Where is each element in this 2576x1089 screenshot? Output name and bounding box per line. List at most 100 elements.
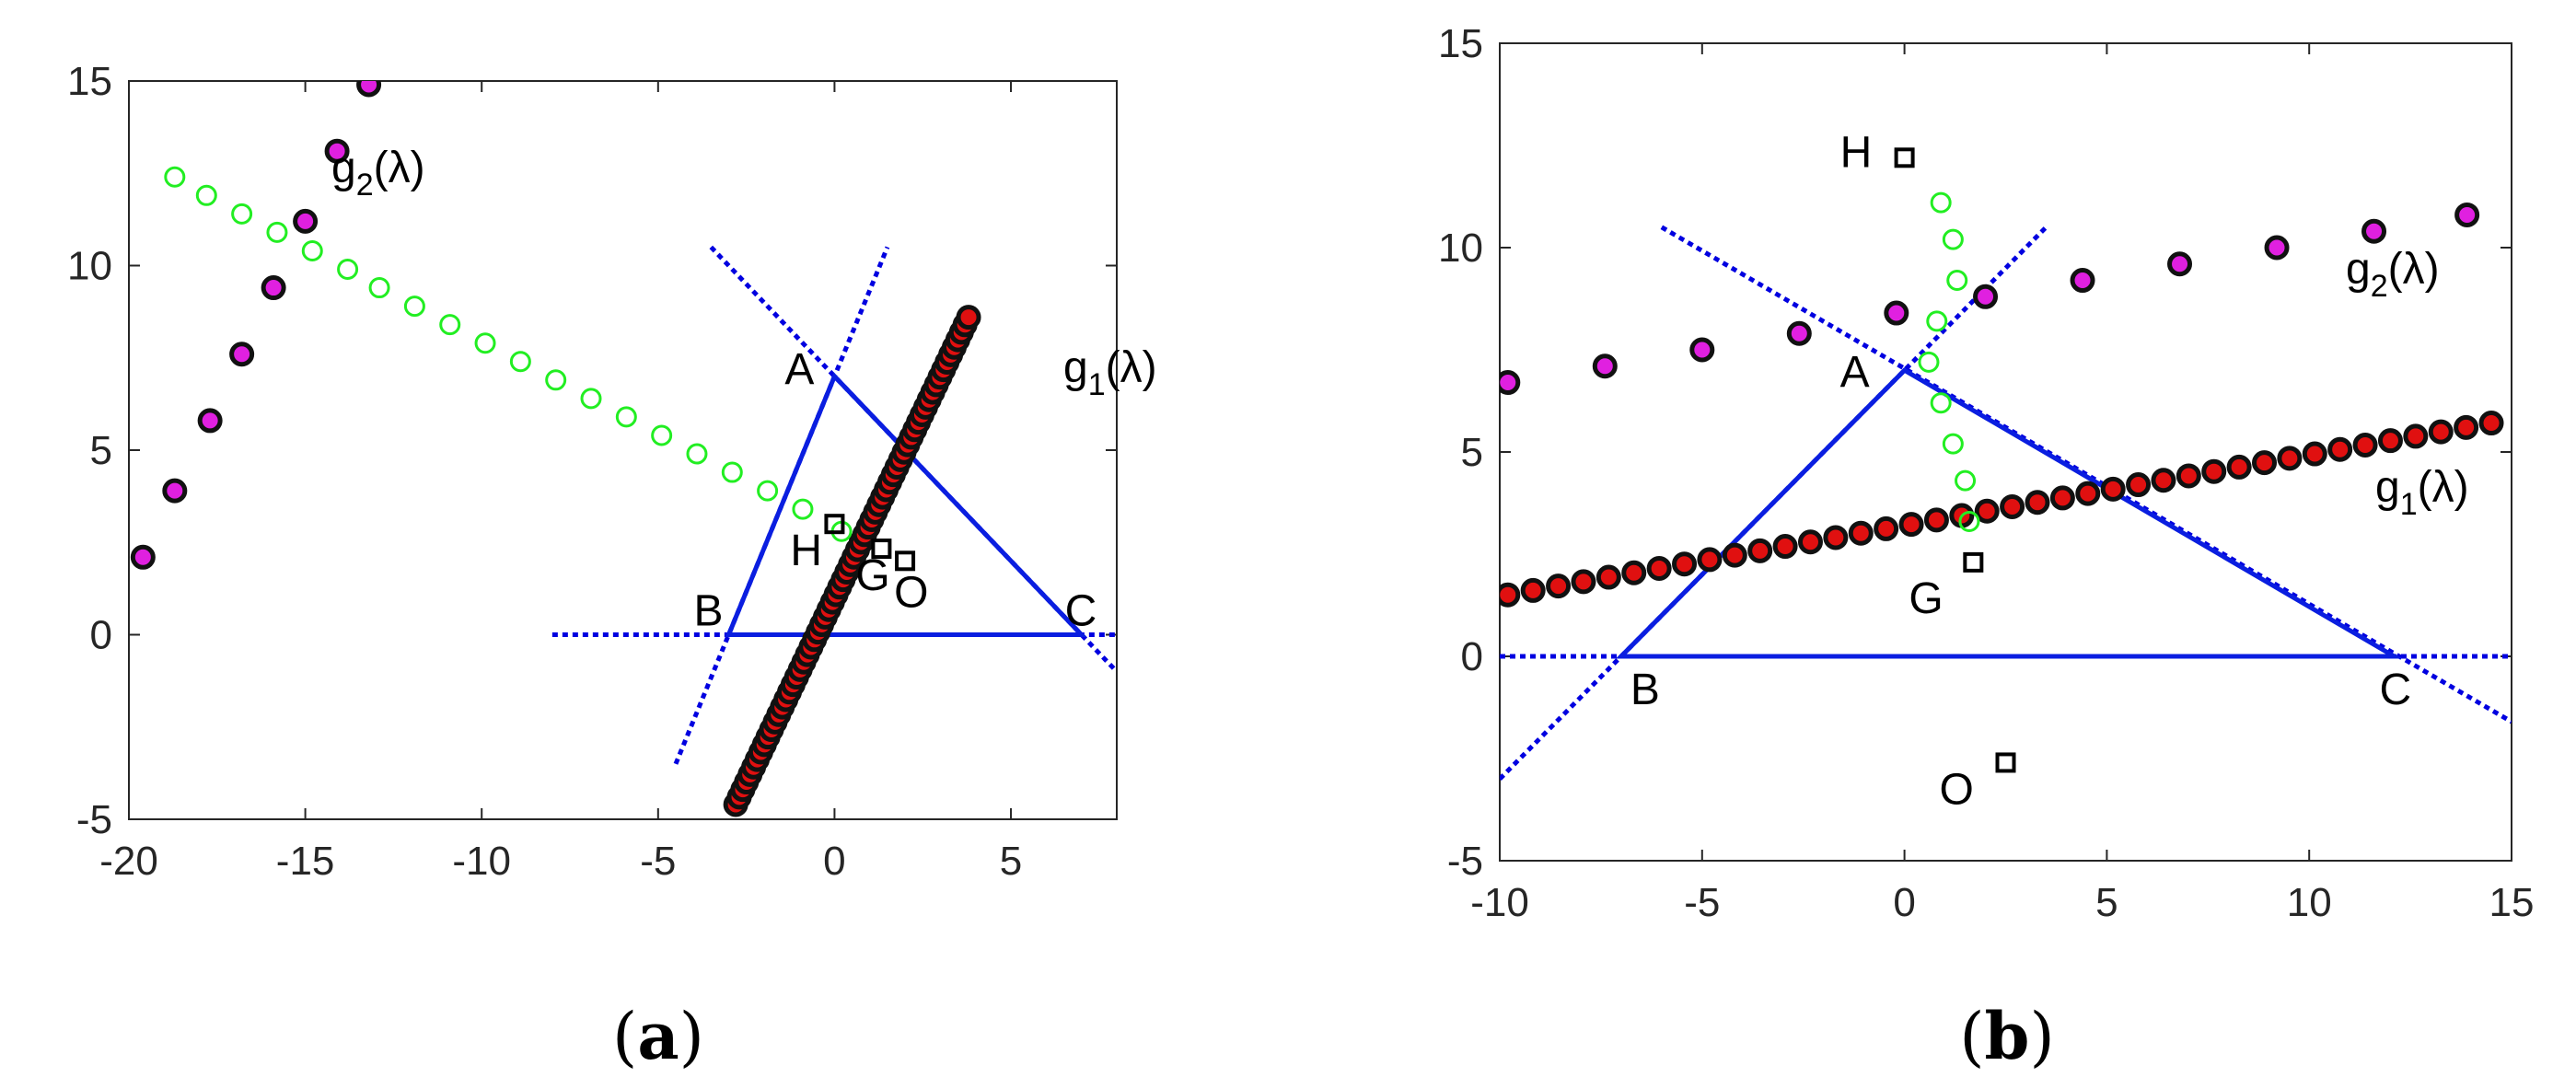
- g2-point: [1592, 353, 1618, 379]
- point-o-label: O: [894, 568, 928, 617]
- series-label-g2: g2(λ): [2346, 245, 2440, 304]
- g1-point: [2126, 472, 2152, 498]
- x-tick-label: 5: [1000, 839, 1022, 884]
- g2-point: [229, 342, 255, 367]
- point-h-marker: [824, 514, 845, 535]
- g1-point: [2252, 450, 2278, 476]
- g1-point: [1874, 516, 1899, 541]
- point-h-label: H: [790, 527, 822, 575]
- g1-point: [1672, 551, 1698, 577]
- g1-point: [1697, 547, 1723, 573]
- x-tick-label: -15: [276, 839, 335, 884]
- y-tick-label: -5: [1447, 839, 1483, 884]
- x-tick-label: -10: [1470, 880, 1529, 925]
- g1-point: [2201, 458, 2227, 484]
- g1-point: [1646, 555, 1672, 581]
- series-label-sub: 2: [2371, 269, 2388, 304]
- x-tick-label: 5: [2095, 880, 2118, 925]
- locus-point: [439, 314, 461, 336]
- g1-point: [1923, 507, 1949, 533]
- g1-point: [1797, 529, 1823, 555]
- g2-point: [130, 544, 156, 570]
- g1-point: [1747, 538, 1773, 563]
- triangle-abc: [1615, 367, 2403, 659]
- vertex-a-label: A: [1840, 348, 1870, 397]
- y-tick-label: 0: [1461, 634, 1483, 679]
- series-label-base: g: [1063, 343, 1088, 392]
- locus-point: [545, 369, 567, 391]
- locus-point: [403, 295, 425, 318]
- x-tick-label: 15: [2489, 880, 2535, 925]
- g2-point: [1500, 370, 1521, 396]
- locus-point: [1930, 392, 1952, 414]
- g1-point: [2277, 446, 2303, 471]
- y-tick-label: -5: [76, 797, 112, 842]
- g1-point: [2176, 463, 2201, 489]
- series-label-base: g: [2375, 463, 2400, 512]
- g2-point: [2264, 235, 2290, 261]
- caption-close: ): [2029, 999, 2054, 1074]
- x-tick-label: 10: [2287, 880, 2332, 925]
- series-label-g2: g2(λ): [331, 144, 425, 203]
- g1-point: [2478, 411, 2504, 436]
- series-label-sub: 1: [2400, 487, 2418, 522]
- plot-area: [130, 81, 1117, 817]
- caption-open: (: [1959, 999, 1984, 1074]
- g1-point: [1772, 534, 1798, 560]
- g2-point: [261, 275, 286, 301]
- y-tick-label: 10: [1438, 226, 1483, 271]
- g2-point: [2361, 218, 2387, 244]
- g1-point: [2151, 468, 2176, 493]
- triangle-abc: [725, 372, 1087, 637]
- locus-point: [792, 498, 814, 520]
- series-label-sub: 2: [356, 168, 374, 203]
- point-o-marker: [895, 550, 916, 572]
- locus-point: [1918, 351, 1940, 373]
- locus-point: [686, 443, 708, 465]
- g2-point: [356, 81, 382, 98]
- series-label-sub: 1: [1088, 367, 1106, 402]
- locus-point: [231, 203, 253, 225]
- g1-point: [2000, 493, 2025, 519]
- g2-point: [2454, 202, 2480, 227]
- point-g-label: G: [855, 551, 889, 600]
- locus-point: [1942, 228, 1964, 250]
- g1-point: [2352, 432, 2378, 458]
- locus-point: [337, 259, 359, 281]
- point-g-marker: [1963, 551, 1984, 573]
- locus-point: [195, 184, 217, 206]
- locus-point: [1958, 510, 1980, 532]
- locus-point: [266, 221, 288, 243]
- caption-open: (: [612, 999, 637, 1074]
- g1-point: [2403, 423, 2429, 449]
- y-tick-label: 10: [67, 244, 112, 289]
- point-h-label: H: [1840, 128, 1873, 177]
- series-label-g1: g1(λ): [1063, 343, 1157, 402]
- axes-frame: [128, 80, 1118, 820]
- y-tick-label: 5: [90, 428, 112, 473]
- g1-point: [2049, 485, 2075, 511]
- x-tick-label: -5: [640, 839, 676, 884]
- x-tick-label: -20: [99, 839, 158, 884]
- series-label-base: g: [2346, 245, 2371, 294]
- y-tick-label: 0: [90, 613, 112, 658]
- series-label-base: g: [331, 144, 356, 192]
- locus-point: [721, 461, 743, 483]
- x-tick-label: -10: [452, 839, 511, 884]
- point-h-marker: [1894, 147, 1915, 168]
- locus-point: [1946, 270, 1968, 292]
- series-label-g1: g1(λ): [2375, 463, 2469, 522]
- locus-point: [1955, 469, 1977, 492]
- plot-area: [1500, 147, 2512, 781]
- extended-side-line: [1660, 225, 2512, 724]
- g1-point: [1823, 525, 1849, 550]
- locus-point: [651, 424, 673, 446]
- g2-point: [2167, 251, 2193, 277]
- g1-point: [1848, 520, 1874, 546]
- locus-point: [164, 166, 186, 188]
- y-tick-label: 15: [67, 59, 112, 104]
- vertex-b-label: B: [693, 587, 723, 636]
- g1-point: [2075, 481, 2101, 506]
- g1-point: [1520, 577, 1546, 603]
